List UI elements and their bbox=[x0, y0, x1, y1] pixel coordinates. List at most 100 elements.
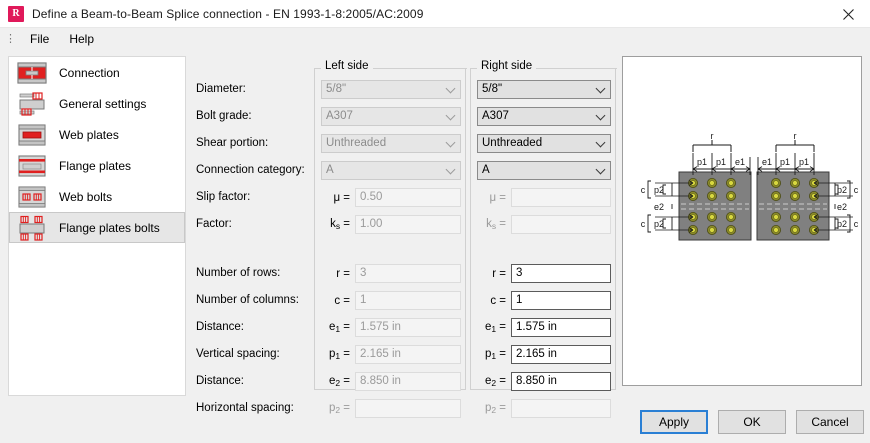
label-slip-factor: Slip factor: bbox=[196, 191, 251, 203]
right-rows-input[interactable]: 3 bbox=[511, 264, 611, 283]
sidebar-item-flange-plates-bolts[interactable]: Flange plates bolts bbox=[9, 212, 185, 243]
apply-button[interactable]: Apply bbox=[640, 410, 708, 434]
right-p2-input[interactable] bbox=[511, 399, 611, 418]
svg-text:c: c bbox=[641, 185, 646, 195]
general-settings-icon bbox=[14, 91, 50, 117]
svg-text:c: c bbox=[854, 219, 859, 229]
left-bolt-grade-combo[interactable]: A307 bbox=[321, 107, 461, 126]
symbol-e2: e2 = bbox=[328, 375, 350, 388]
right-diameter-combo[interactable]: 5/8" bbox=[477, 80, 611, 99]
svg-text:c: c bbox=[854, 185, 859, 195]
symbol-ks: ks = bbox=[330, 218, 350, 231]
left-side-group-title: Left side bbox=[321, 60, 373, 72]
sidebar-item-web-plates[interactable]: Web plates bbox=[9, 119, 185, 150]
symbol-e2: e2 = bbox=[484, 375, 506, 388]
symbol-p2: p2 = bbox=[484, 402, 506, 415]
sidebar-item-label: General settings bbox=[59, 96, 147, 111]
menu-item-help[interactable]: Help bbox=[69, 32, 95, 46]
right-e2-input[interactable]: 8.850 in bbox=[511, 372, 611, 391]
ok-button[interactable]: OK bbox=[718, 410, 786, 434]
left-e2-row: e2 = 8.850 in bbox=[321, 368, 461, 395]
sidebar-item-web-bolts[interactable]: Web bolts bbox=[9, 181, 185, 212]
symbol-p1: p1 = bbox=[328, 348, 350, 361]
menu-grip-icon: ⋮ bbox=[5, 32, 16, 45]
cancel-button[interactable]: Cancel bbox=[796, 410, 864, 434]
left-p2-input[interactable] bbox=[355, 399, 461, 418]
chevron-down-icon bbox=[447, 165, 456, 174]
symbol-r: r = bbox=[492, 267, 506, 280]
svg-text:r: r bbox=[711, 131, 714, 141]
sidebar-item-connection[interactable]: Connection bbox=[9, 57, 185, 88]
rfem-icon: R bbox=[8, 5, 24, 22]
right-e1-row: e1 = 1.575 in bbox=[477, 314, 611, 341]
web-bolts-icon bbox=[14, 184, 50, 210]
symbol-e1: e1 = bbox=[484, 321, 506, 334]
svg-text:p2: p2 bbox=[837, 219, 847, 229]
right-slip-factor-input[interactable] bbox=[511, 188, 611, 207]
label-connection-category: Connection category: bbox=[196, 164, 305, 176]
left-diameter-row: 5/8" bbox=[321, 76, 461, 103]
symbol-mu: μ = bbox=[489, 191, 506, 204]
label-bolt-grade: Bolt grade: bbox=[196, 110, 252, 122]
left-shear-portion-combo[interactable]: Unthreaded bbox=[321, 134, 461, 153]
right-bolt-grade-row: A307 bbox=[477, 103, 611, 130]
sidebar-item-label: Flange plates bolts bbox=[59, 220, 160, 235]
label-number-of-columns: Number of columns: bbox=[196, 294, 299, 306]
right-factor-row: ks = bbox=[477, 211, 611, 238]
svg-text:e2: e2 bbox=[654, 202, 664, 212]
right-shear-portion-combo[interactable]: Unthreaded bbox=[477, 134, 611, 153]
left-e2-input[interactable]: 8.850 in bbox=[355, 372, 461, 391]
left-shear-portion-row: Unthreaded bbox=[321, 130, 461, 157]
right-connection-category-combo[interactable]: A bbox=[477, 161, 611, 180]
close-icon[interactable] bbox=[826, 0, 870, 28]
left-diameter-combo[interactable]: 5/8" bbox=[321, 80, 461, 99]
left-slip-factor-input[interactable]: 0.50 bbox=[355, 188, 461, 207]
left-connection-category-combo[interactable]: A bbox=[321, 161, 461, 180]
form-label-column: Diameter: Bolt grade: Shear portion: Con… bbox=[196, 76, 316, 422]
chevron-down-icon bbox=[447, 84, 456, 93]
sidebar-item-general-settings[interactable]: General settings bbox=[9, 88, 185, 119]
svg-text:r: r bbox=[794, 131, 797, 141]
right-columns-input[interactable]: 1 bbox=[511, 291, 611, 310]
label-factor: Factor: bbox=[196, 218, 232, 230]
label-distance-e1: Distance: bbox=[196, 321, 244, 333]
right-p1-input[interactable]: 2.165 in bbox=[511, 345, 611, 364]
left-side-group: Left side 5/8" A307 Unthreaded bbox=[314, 60, 467, 418]
chevron-down-icon bbox=[597, 138, 606, 147]
sidebar-item-label: Web plates bbox=[59, 127, 119, 142]
right-side-group-title: Right side bbox=[477, 60, 537, 72]
symbol-r: r = bbox=[336, 267, 350, 280]
label-distance-e2: Distance: bbox=[196, 375, 244, 387]
left-bolt-grade-row: A307 bbox=[321, 103, 461, 130]
svg-text:c: c bbox=[641, 219, 646, 229]
chevron-down-icon bbox=[597, 165, 606, 174]
left-factor-row: ks = 1.00 bbox=[321, 211, 461, 238]
symbol-ks: ks = bbox=[486, 218, 506, 231]
menu-item-file[interactable]: File bbox=[30, 32, 50, 46]
sidebar-item-flange-plates[interactable]: Flange plates bbox=[9, 150, 185, 181]
left-e1-input[interactable]: 1.575 in bbox=[355, 318, 461, 337]
navigation-sidebar: Connection General settings bbox=[8, 56, 186, 396]
label-diameter: Diameter: bbox=[196, 83, 246, 95]
bolt-pattern-diagram: r r bbox=[641, 131, 859, 241]
symbol-e1: e1 = bbox=[328, 321, 350, 334]
svg-text:p1: p1 bbox=[697, 157, 707, 167]
left-p1-input[interactable]: 2.165 in bbox=[355, 345, 461, 364]
svg-text:p2: p2 bbox=[654, 219, 664, 229]
right-factor-input[interactable] bbox=[511, 215, 611, 234]
title-bar: R Define a Beam-to-Beam Splice connectio… bbox=[0, 0, 870, 28]
left-connection-category-row: A bbox=[321, 157, 461, 184]
right-side-group: Right side 5/8" A307 Unthreaded bbox=[470, 60, 617, 418]
right-bolt-grade-combo[interactable]: A307 bbox=[477, 107, 611, 126]
window-title: Define a Beam-to-Beam Splice connection … bbox=[32, 6, 424, 21]
left-rows-input[interactable]: 3 bbox=[355, 264, 461, 283]
left-columns-input[interactable]: 1 bbox=[355, 291, 461, 310]
sidebar-item-label: Web bolts bbox=[59, 189, 113, 204]
svg-text:e2: e2 bbox=[837, 202, 847, 212]
left-slip-factor-row: μ = 0.50 bbox=[321, 184, 461, 211]
symbol-c: c = bbox=[490, 294, 506, 307]
left-factor-input[interactable]: 1.00 bbox=[355, 215, 461, 234]
right-e1-input[interactable]: 1.575 in bbox=[511, 318, 611, 337]
svg-text:p1: p1 bbox=[799, 157, 809, 167]
